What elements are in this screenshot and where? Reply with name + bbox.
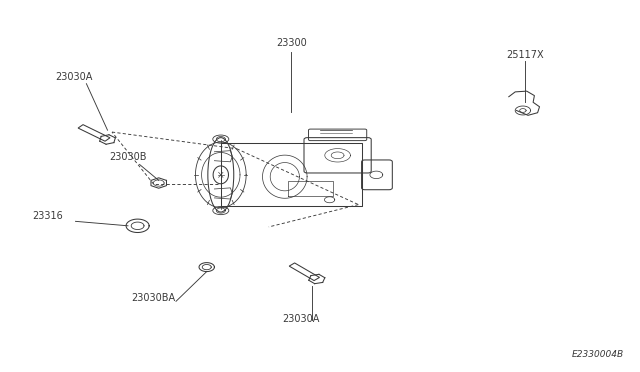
Text: 25117X: 25117X [506, 49, 543, 60]
Text: 23300: 23300 [276, 38, 307, 48]
Text: 23030A: 23030A [282, 314, 319, 324]
Text: 23030B: 23030B [109, 152, 147, 162]
Text: 23316: 23316 [33, 211, 63, 221]
Text: E2330004B: E2330004B [572, 350, 624, 359]
Text: 23030A: 23030A [55, 72, 92, 82]
Text: 23030BA: 23030BA [132, 293, 175, 303]
